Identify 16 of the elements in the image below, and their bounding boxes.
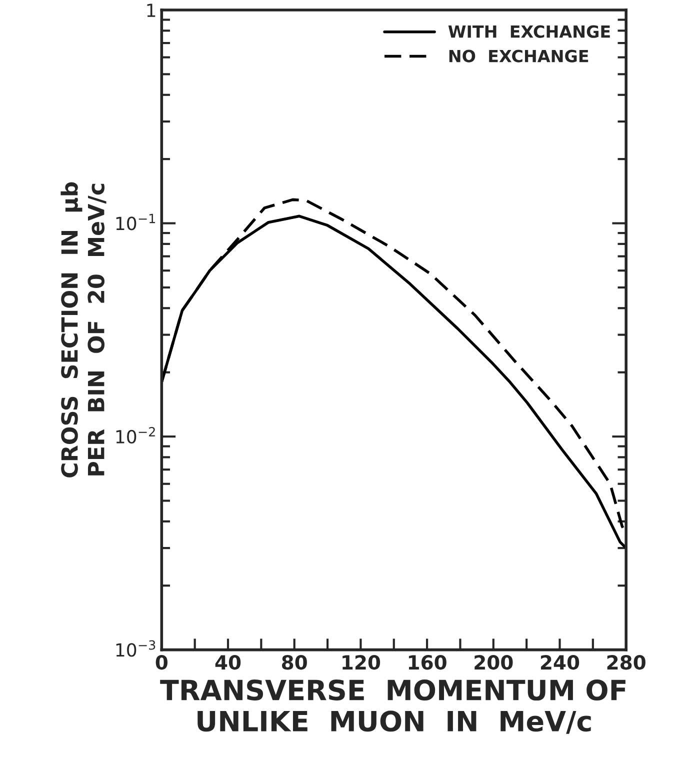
y-tick-label: 10$^{−2}$ bbox=[116, 426, 155, 444]
legend-label: WITH EXCHANGE bbox=[448, 25, 610, 38]
x-axis-title: TRANSVERSE MOMENTUM OF UNLIKE MUON IN MeV/c bbox=[160, 680, 626, 734]
y-tick-label: 10$^{−3}$ bbox=[116, 640, 156, 657]
x-tick-label: 120 bbox=[342, 655, 380, 670]
x-tick-label: 80 bbox=[282, 655, 307, 670]
y-tick-label: 10$^{−1}$ bbox=[116, 214, 155, 230]
x-tick-label: 240 bbox=[540, 655, 580, 670]
x-tick-label: 40 bbox=[215, 655, 241, 670]
x-tick-label: 0 bbox=[156, 655, 168, 670]
legend-label: NO EXCHANGE bbox=[449, 50, 588, 62]
x-tick-label: 160 bbox=[408, 655, 446, 670]
x-tick-label: 200 bbox=[474, 655, 513, 670]
y-tick-label: 1 bbox=[147, 4, 156, 17]
x-tick-label: 280 bbox=[607, 655, 646, 670]
y-axis-title: CROSS SECTION IN μb PER BIN OF 20 MeV/c bbox=[60, 182, 106, 478]
